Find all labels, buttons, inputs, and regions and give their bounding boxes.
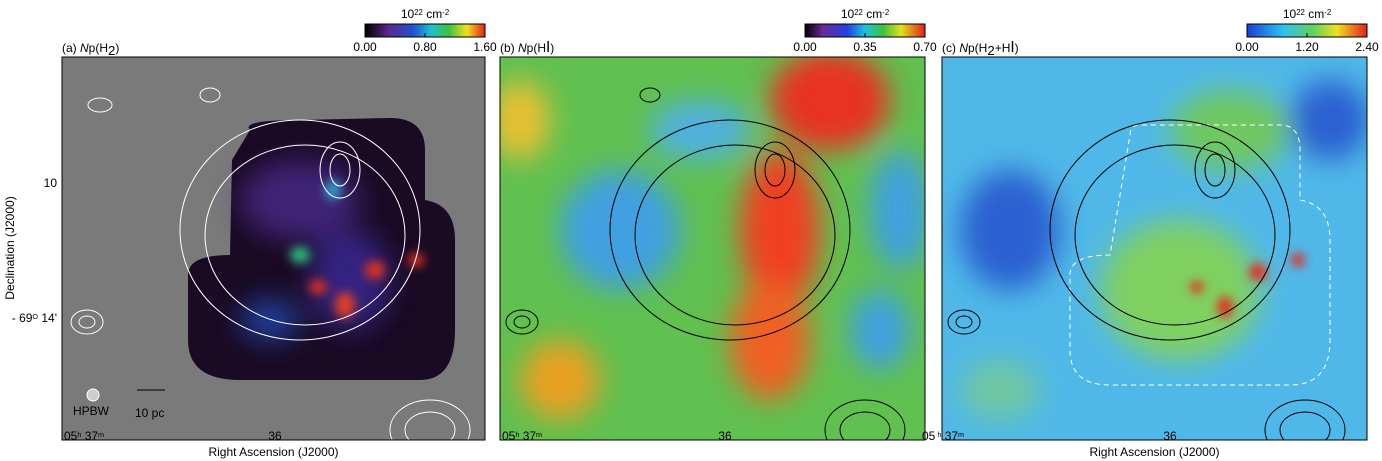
text-part: cm	[423, 7, 442, 21]
text-part: p(H	[527, 41, 546, 55]
annotation: HPBW	[73, 404, 110, 418]
text-part: 05	[64, 429, 78, 443]
panel-title: (b) Np(HI)	[500, 39, 554, 56]
text-part: )	[550, 41, 554, 55]
text-part: N	[959, 41, 968, 55]
colorbar-unit: 1022 cm-2	[1283, 7, 1331, 21]
colorbar-unit: 1022 cm-2	[841, 7, 889, 21]
text-part: 36	[718, 429, 732, 443]
map-b	[500, 57, 925, 440]
text-part: cm	[863, 7, 882, 21]
text-part: - 69	[12, 311, 33, 325]
text-part: 2	[987, 43, 994, 58]
text-part: 36	[1163, 429, 1177, 443]
text-part: 05	[502, 429, 516, 443]
x-tick-label: 05h 37m	[502, 429, 542, 443]
text-part: cm	[1305, 7, 1324, 21]
text-part: m	[98, 430, 104, 439]
text-part: (c)	[942, 41, 959, 55]
annotation: 10 pc	[135, 406, 164, 420]
text-part: h	[77, 430, 81, 439]
text-part: -2	[442, 8, 449, 17]
text-part: m	[958, 430, 964, 439]
x-axis-label: Right Ascension (J2000)	[1089, 445, 1219, 459]
colorbar-tick-label: 0.00	[793, 40, 817, 54]
panel-title: (c) Np(H2+HI)	[942, 39, 1019, 58]
colorbar-tick-label: 1.20	[1295, 40, 1319, 54]
text-part: -2	[882, 8, 889, 17]
text-part: p(H	[968, 41, 987, 55]
y-axis-label: Declination (J2000)	[3, 196, 17, 299]
map-a	[62, 57, 485, 440]
colorbar-tick-label: 0.80	[413, 40, 437, 54]
text-part: 10	[401, 7, 415, 21]
text-part: -2	[1324, 8, 1331, 17]
text-part: 2	[108, 43, 115, 58]
text-part: I	[1010, 39, 1014, 56]
text-part: 36	[268, 429, 282, 443]
colorbar-tick-label: 0.00	[1235, 40, 1259, 54]
text-part: 10	[841, 7, 855, 21]
text-part: 37	[81, 429, 98, 443]
text-part: h	[515, 430, 519, 439]
map-c	[942, 57, 1367, 440]
text-part: (b)	[500, 41, 518, 55]
text-part: 37	[941, 429, 958, 443]
text-part: )	[1015, 41, 1019, 55]
panel-title: (a) Np(H2)	[62, 41, 119, 58]
text-part: N	[80, 41, 89, 55]
text-part: 22	[1296, 8, 1305, 17]
text-part: N	[518, 41, 527, 55]
text-part: I	[546, 39, 550, 56]
text-part: 14'	[38, 311, 57, 325]
text-part: 22	[414, 8, 423, 17]
y-tick-label: 10	[44, 176, 58, 190]
text-part: 37	[519, 429, 536, 443]
text-part: h	[935, 430, 941, 439]
text-part: (a)	[62, 41, 80, 55]
x-tick-label: 36	[1163, 429, 1177, 443]
x-tick-label: 05 h 37m	[922, 429, 964, 443]
x-tick-label: 05h 37m	[64, 429, 104, 443]
text-part: +H	[995, 41, 1011, 55]
text-part: 22	[854, 8, 863, 17]
text-part: m	[536, 430, 542, 439]
text-part: O	[32, 312, 38, 321]
text-part: 10	[1283, 7, 1297, 21]
x-tick-label: 36	[268, 429, 282, 443]
text-part: p(H	[89, 41, 108, 55]
colorbar-tick-label: 2.40	[1355, 40, 1379, 54]
text-part: 05	[922, 429, 936, 443]
colorbar-tick-label: 0.35	[853, 40, 877, 54]
colorbar-tick-label: 0.00	[353, 40, 377, 54]
y-tick-label: - 69O 14'	[12, 311, 57, 325]
x-tick-label: 36	[718, 429, 732, 443]
colorbar-tick-label: 1.60	[473, 40, 497, 54]
x-axis-label: Right Ascension (J2000)	[208, 445, 338, 459]
text-part: 10	[44, 176, 58, 190]
colorbar-tick-label: 0.70	[913, 40, 937, 54]
colorbar-unit: 1022 cm-2	[401, 7, 449, 21]
text-part: )	[115, 41, 119, 55]
